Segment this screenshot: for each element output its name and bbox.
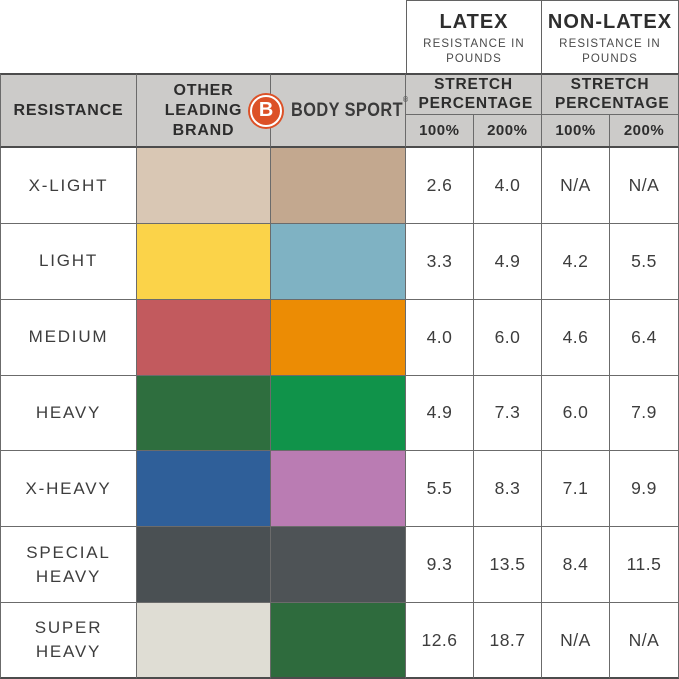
nonlatex-100-header: 100%	[542, 114, 610, 146]
other-brand-swatch	[137, 299, 271, 376]
row-label: SPECIAL HEAVY	[0, 527, 137, 604]
nonlatex-200-value: 9.9	[610, 451, 679, 528]
bodysport-swatch	[271, 603, 406, 679]
nonlatex-100-value: N/A	[542, 603, 610, 679]
row-label: HEAVY	[0, 375, 137, 452]
latex-200-value: 8.3	[474, 451, 542, 528]
row-label: MEDIUM	[0, 299, 137, 376]
nonlatex-100-value: 8.4	[542, 527, 610, 604]
latex-group-header: LATEX RESISTANCE IN POUNDS	[406, 0, 542, 73]
latex-100-value: 2.6	[406, 148, 474, 224]
resistance-column-header: RESISTANCE	[0, 73, 137, 148]
other-brand-swatch	[137, 375, 271, 452]
bodysport-swatch	[271, 299, 406, 376]
latex-200-value: 4.9	[474, 223, 542, 300]
nonlatex-subtitle: RESISTANCE IN POUNDS	[559, 38, 661, 65]
other-brand-swatch	[137, 603, 271, 679]
nonlatex-title: NON-LATEX	[547, 11, 673, 34]
nonlatex-100-value: N/A	[542, 148, 610, 224]
nonlatex-200-value: N/A	[610, 603, 679, 679]
nonlatex-200-value: 7.9	[610, 375, 679, 452]
latex-100-value: 5.5	[406, 451, 474, 528]
nonlatex-200-value: 11.5	[610, 527, 679, 604]
latex-100-header: 100%	[406, 114, 474, 146]
row-label: SUPER HEAVY	[0, 603, 137, 679]
other-brand-swatch	[137, 527, 271, 604]
top-left-spacer	[0, 0, 406, 73]
bodysport-brand-name: BODY SPORT®	[291, 94, 409, 121]
bodysport-swatch	[271, 223, 406, 300]
nonlatex-group-header: NON-LATEX RESISTANCE IN POUNDS	[542, 0, 679, 73]
row-label: LIGHT	[0, 223, 137, 300]
bodysport-swatch	[271, 451, 406, 528]
latex-200-value: 4.0	[474, 148, 542, 224]
nonlatex-100-value: 6.0	[542, 375, 610, 452]
bodysport-logo-icon: B	[248, 92, 285, 129]
latex-200-value: 13.5	[474, 527, 542, 604]
row-label: X-LIGHT	[0, 148, 137, 224]
latex-200-header: 200%	[487, 121, 528, 139]
other-brand-swatch	[137, 148, 271, 224]
latex-100-value: 9.3	[406, 527, 474, 604]
bodysport-swatch	[271, 527, 406, 604]
nonlatex-200-value: 6.4	[610, 299, 679, 376]
latex-stretch-label: STRETCH PERCENTAGE	[406, 75, 541, 115]
latex-stretch-header: STRETCH PERCENTAGE 100% 200%	[406, 73, 542, 148]
nonlatex-200-header: 200%	[623, 121, 665, 139]
registered-mark: ®	[403, 94, 409, 104]
bodysport-column-header: B BODY SPORT®	[248, 73, 409, 148]
nonlatex-100-value: 4.6	[542, 299, 610, 376]
latex-100-value: 4.9	[406, 375, 474, 452]
row-label: X-HEAVY	[0, 451, 137, 528]
latex-100-value: 12.6	[406, 603, 474, 679]
nonlatex-stretch-header: STRETCH PERCENTAGE 100% 200%	[542, 73, 679, 148]
bodysport-swatch	[271, 148, 406, 224]
latex-title: LATEX	[439, 11, 509, 34]
other-brand-swatch	[137, 223, 271, 300]
latex-200-value: 7.3	[474, 375, 542, 452]
bodysport-swatch	[271, 375, 406, 452]
nonlatex-100-value: 4.2	[542, 223, 610, 300]
latex-100-value: 4.0	[406, 299, 474, 376]
latex-200-value: 18.7	[474, 603, 542, 679]
nonlatex-200-value: 5.5	[610, 223, 679, 300]
latex-200-value: 6.0	[474, 299, 542, 376]
nonlatex-200-value: N/A	[610, 148, 679, 224]
nonlatex-100-value: 7.1	[542, 451, 610, 528]
latex-100-value: 3.3	[406, 223, 474, 300]
nonlatex-stretch-label: STRETCH PERCENTAGE	[542, 75, 678, 115]
other-brand-swatch	[137, 451, 271, 528]
latex-subtitle: RESISTANCE IN POUNDS	[423, 38, 525, 65]
